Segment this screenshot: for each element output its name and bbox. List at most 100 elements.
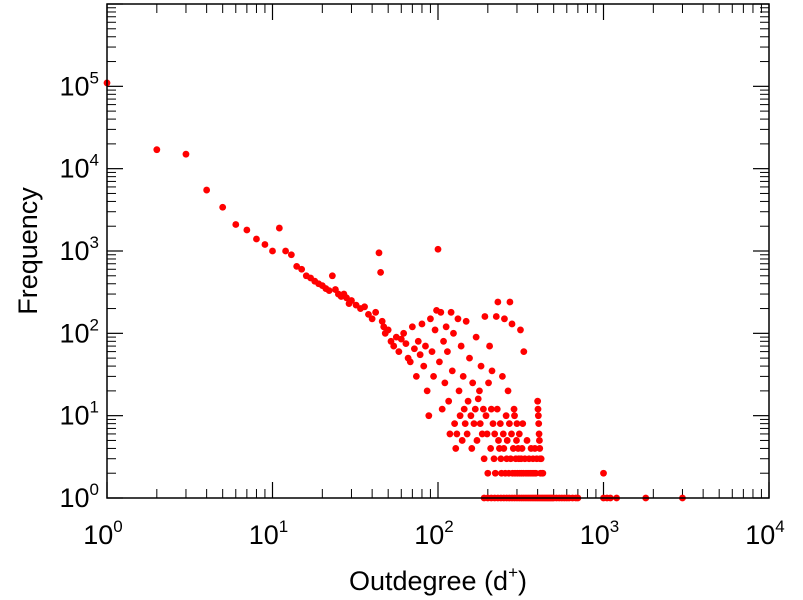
data-point xyxy=(418,320,426,328)
data-point xyxy=(463,430,471,438)
data-point xyxy=(496,420,504,428)
data-point xyxy=(484,469,492,477)
x-axis-title-text: Outdegree (d xyxy=(349,566,508,596)
data-point xyxy=(493,405,501,413)
data-point xyxy=(453,430,461,438)
data-point xyxy=(466,354,473,362)
data-point xyxy=(511,412,518,420)
data-points xyxy=(103,79,686,502)
data-point xyxy=(361,303,368,311)
data-point xyxy=(518,445,526,452)
x-tick-label-exponent: 4 xyxy=(775,517,784,536)
data-point xyxy=(451,420,459,428)
data-point xyxy=(534,412,542,420)
data-point xyxy=(487,405,495,413)
data-point xyxy=(430,372,437,380)
data-point xyxy=(492,313,500,320)
y-tick-label: 103 xyxy=(59,233,99,266)
data-point xyxy=(600,469,607,477)
data-point xyxy=(481,313,489,320)
data-point xyxy=(539,469,547,477)
data-point xyxy=(508,430,515,438)
data-point xyxy=(444,348,451,355)
data-point xyxy=(478,430,486,438)
x-axis-title: Outdegree (d+) xyxy=(349,563,527,596)
data-point xyxy=(448,367,456,375)
data-point xyxy=(437,308,445,316)
data-point xyxy=(282,247,290,255)
y-tick-label-exponent: 3 xyxy=(90,233,99,252)
data-point xyxy=(402,340,410,348)
data-point xyxy=(487,445,495,452)
data-point xyxy=(460,405,468,413)
data-point xyxy=(500,445,508,452)
data-point xyxy=(503,437,511,444)
y-axis-title: Frequency xyxy=(13,187,43,315)
data-point xyxy=(474,395,482,403)
minor-ticks xyxy=(107,4,769,498)
data-point xyxy=(468,445,476,452)
data-point xyxy=(488,367,496,375)
data-point xyxy=(287,251,295,259)
plot-frame xyxy=(106,3,770,499)
x-tick-label: 104 xyxy=(745,517,785,550)
data-point xyxy=(458,437,466,444)
data-point xyxy=(269,247,276,255)
data-point xyxy=(505,420,513,428)
data-point xyxy=(507,455,515,463)
x-tick-label: 103 xyxy=(580,517,620,550)
data-point xyxy=(470,420,478,428)
data-point xyxy=(261,241,269,248)
x-tick-labels: 100 101 102 103 104 xyxy=(83,517,785,550)
data-point xyxy=(203,186,211,194)
data-point xyxy=(501,315,508,323)
data-point xyxy=(482,412,490,420)
x-tick-label-base: 10 xyxy=(745,520,775,550)
data-point xyxy=(378,317,386,325)
data-point xyxy=(384,326,392,334)
x-tick-label-base: 10 xyxy=(580,520,610,550)
data-point xyxy=(390,342,398,350)
data-point xyxy=(477,362,485,370)
data-point xyxy=(375,249,383,257)
x-tick-label: 102 xyxy=(414,517,454,550)
y-tick-label-exponent: 1 xyxy=(90,398,99,417)
data-point xyxy=(504,387,512,395)
data-point xyxy=(531,445,539,452)
y-tick-label-base: 10 xyxy=(59,71,89,101)
data-point xyxy=(343,294,350,302)
data-point xyxy=(400,329,408,337)
data-point xyxy=(442,323,450,331)
data-point xyxy=(536,437,543,444)
data-point xyxy=(464,397,472,405)
data-point xyxy=(253,235,260,243)
x-tick-label-exponent: 2 xyxy=(444,517,453,536)
data-point xyxy=(509,445,517,452)
data-point xyxy=(495,437,502,444)
data-point xyxy=(425,412,433,420)
data-point xyxy=(431,326,439,334)
x-tick-label-base: 10 xyxy=(83,520,113,550)
data-point xyxy=(420,362,428,370)
data-point xyxy=(499,430,507,438)
data-point xyxy=(491,430,499,438)
data-point xyxy=(517,326,524,334)
data-point xyxy=(438,405,446,413)
data-point xyxy=(395,348,403,355)
data-point xyxy=(232,221,240,228)
data-point xyxy=(410,345,418,353)
y-tick-label-base: 10 xyxy=(59,318,89,348)
data-point xyxy=(434,245,442,253)
data-point xyxy=(535,420,543,428)
y-tick-label-base: 10 xyxy=(59,483,89,513)
data-point xyxy=(408,323,416,331)
data-point xyxy=(480,455,488,463)
data-point xyxy=(406,358,414,366)
x-axis-title-superscript: + xyxy=(508,563,518,582)
data-point xyxy=(450,329,457,337)
data-point xyxy=(456,412,464,420)
x-tick-label-base: 10 xyxy=(249,520,279,550)
data-point xyxy=(471,405,479,413)
